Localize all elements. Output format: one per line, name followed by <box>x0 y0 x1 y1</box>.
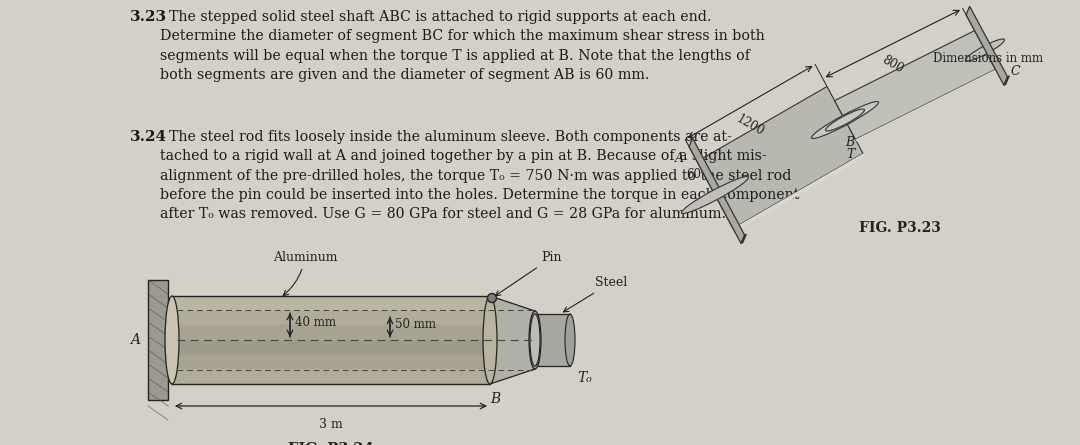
Text: 60: 60 <box>687 168 702 181</box>
Bar <box>172 355 490 369</box>
Ellipse shape <box>487 294 497 303</box>
Text: 800: 800 <box>880 53 906 76</box>
Text: T: T <box>846 149 854 162</box>
Text: The stepped solid steel shaft ABC is attached to rigid supports at each end.
Det: The stepped solid steel shaft ABC is att… <box>160 10 765 82</box>
Text: B: B <box>846 135 854 149</box>
Ellipse shape <box>681 177 748 214</box>
Polygon shape <box>1004 76 1010 85</box>
Text: 3 m: 3 m <box>319 418 342 431</box>
Text: Dimensions in mm: Dimensions in mm <box>933 52 1043 65</box>
Ellipse shape <box>529 311 541 369</box>
Polygon shape <box>697 86 863 228</box>
Bar <box>172 311 490 325</box>
Ellipse shape <box>165 296 179 384</box>
Text: 3.23: 3.23 <box>130 10 167 24</box>
Bar <box>172 340 490 355</box>
Ellipse shape <box>811 101 878 138</box>
Bar <box>148 280 168 400</box>
Text: Pin: Pin <box>496 251 563 296</box>
Ellipse shape <box>825 109 864 131</box>
Bar <box>172 296 490 311</box>
Text: B: B <box>490 392 500 406</box>
Text: T₀: T₀ <box>578 371 593 385</box>
Text: 50 mm: 50 mm <box>395 317 436 331</box>
Polygon shape <box>733 154 865 232</box>
Text: 1200: 1200 <box>734 112 767 138</box>
Bar <box>535 314 570 366</box>
Bar <box>172 369 490 384</box>
Text: 40 mm: 40 mm <box>295 316 336 328</box>
Text: The steel rod fits loosely inside the aluminum sleeve. Both components are at-
t: The steel rod fits loosely inside the al… <box>160 130 799 221</box>
Text: 3.24: 3.24 <box>130 130 167 144</box>
Text: FIG. P3.24: FIG. P3.24 <box>288 442 374 445</box>
Polygon shape <box>741 234 746 243</box>
Text: FIG. P3.23: FIG. P3.23 <box>859 221 941 235</box>
Polygon shape <box>855 69 997 142</box>
Polygon shape <box>967 6 1008 85</box>
Text: C: C <box>1011 65 1021 78</box>
Ellipse shape <box>530 314 540 366</box>
Text: Aluminum: Aluminum <box>273 251 337 295</box>
Ellipse shape <box>966 39 1004 61</box>
Bar <box>172 325 490 340</box>
Text: Steel: Steel <box>564 276 627 312</box>
Polygon shape <box>835 31 996 139</box>
Ellipse shape <box>483 296 497 384</box>
Ellipse shape <box>565 314 575 366</box>
Text: A: A <box>130 333 140 347</box>
Polygon shape <box>689 138 744 243</box>
Bar <box>172 296 490 384</box>
Text: A: A <box>675 152 684 165</box>
Polygon shape <box>490 296 535 384</box>
